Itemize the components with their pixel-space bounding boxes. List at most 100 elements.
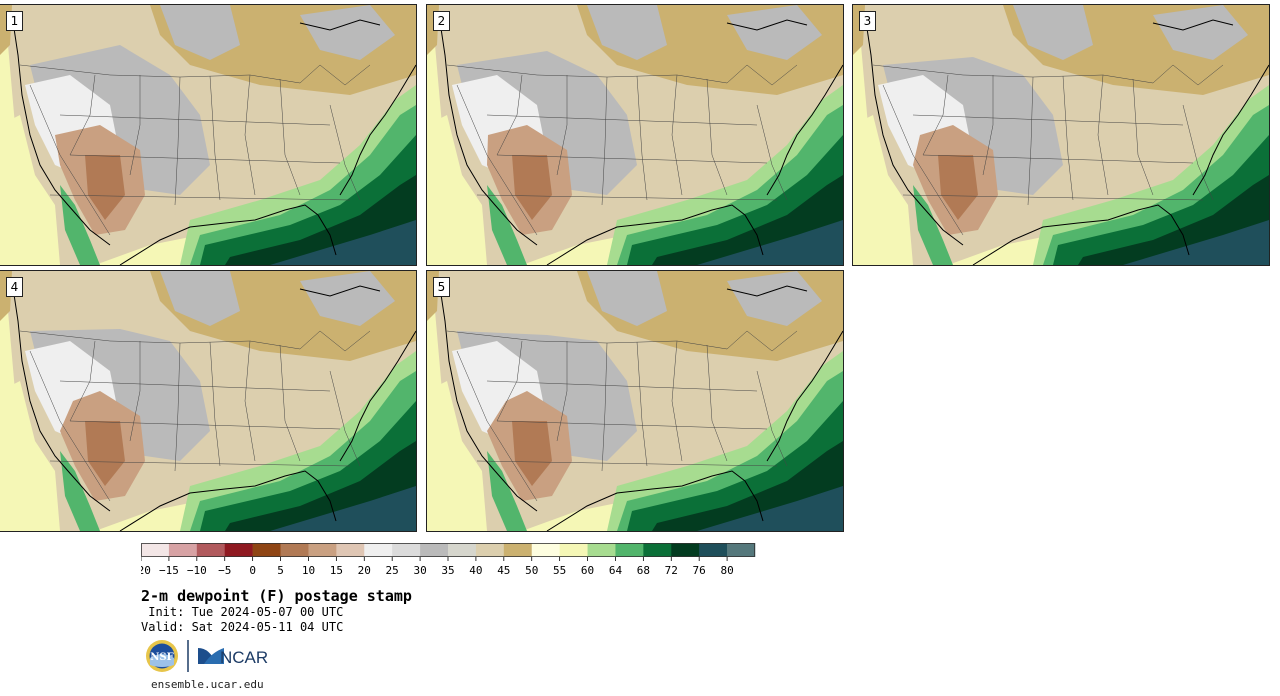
moist-region bbox=[60, 451, 100, 531]
colorbar-swatch bbox=[196, 543, 226, 557]
colorbar-tick-label: 35 bbox=[441, 564, 454, 577]
colorbar-tick-label: 45 bbox=[497, 564, 510, 577]
pacific bbox=[0, 115, 60, 265]
colorbar-swatch bbox=[503, 543, 533, 557]
member-number-label: 1 bbox=[6, 11, 23, 31]
colorbar-tick-label: 0 bbox=[249, 564, 256, 577]
pacific bbox=[0, 381, 60, 531]
colorbar-tick-label: 68 bbox=[637, 564, 650, 577]
state-borders bbox=[19, 330, 371, 502]
colorbar-tick-label: 80 bbox=[720, 564, 733, 577]
coastline bbox=[864, 14, 1269, 265]
coastline bbox=[438, 14, 843, 265]
colorbar-tick-label: −10 bbox=[187, 564, 207, 577]
dry-region bbox=[300, 5, 395, 60]
moist-region bbox=[697, 486, 843, 531]
colorbar-swatch bbox=[643, 543, 672, 557]
colorbar-tick-label: 15 bbox=[330, 564, 343, 577]
ncar-logo: NCAR bbox=[198, 648, 268, 667]
dry-region bbox=[727, 5, 822, 60]
colorbar-swatch bbox=[420, 543, 449, 557]
colorbar-tick-label: 50 bbox=[525, 564, 538, 577]
pacific bbox=[853, 115, 913, 265]
dewpoint-map bbox=[853, 5, 1269, 265]
colorbar-swatch bbox=[280, 543, 309, 557]
website-url: ensemble.ucar.edu bbox=[151, 678, 264, 691]
forecast-map-panel: 1 bbox=[0, 4, 417, 266]
coastline bbox=[438, 280, 843, 531]
colorbar-tick-label: 55 bbox=[553, 564, 566, 577]
colorbar-tick-label: 60 bbox=[581, 564, 594, 577]
colorbar-outline bbox=[141, 543, 755, 557]
colorbar-swatches bbox=[141, 543, 756, 557]
pacific bbox=[427, 381, 487, 531]
dewpoint-map bbox=[0, 271, 416, 531]
colorbar-tick-label: 25 bbox=[386, 564, 399, 577]
member-number-label: 5 bbox=[433, 277, 450, 297]
colorbar-tick-label: −15 bbox=[159, 564, 179, 577]
dewpoint-map bbox=[427, 5, 843, 265]
state-borders bbox=[872, 64, 1224, 236]
very-dry-region bbox=[85, 421, 125, 486]
state-borders bbox=[446, 64, 798, 236]
colorbar-swatch bbox=[224, 543, 253, 557]
dry-region bbox=[587, 5, 667, 60]
nsf-logo-text: NSF bbox=[150, 652, 173, 663]
colorbar-tick-label: −5 bbox=[218, 564, 231, 577]
colorbar-tick-label: −20 bbox=[141, 564, 151, 577]
ncar-logo-text: NCAR bbox=[220, 648, 268, 667]
dry-region bbox=[300, 271, 395, 326]
coastline bbox=[11, 14, 416, 265]
moist-region bbox=[697, 220, 843, 265]
colorbar-tick-label: 10 bbox=[302, 564, 315, 577]
colorbar-swatch bbox=[168, 543, 198, 557]
page-title: 2-m dewpoint (F) postage stamp bbox=[141, 587, 412, 605]
dry-region bbox=[160, 271, 240, 326]
logos: NSF NCAR bbox=[146, 640, 268, 672]
colorbar-swatch bbox=[727, 543, 756, 557]
state-borders bbox=[19, 64, 371, 236]
moist-region bbox=[487, 185, 527, 265]
colorbar-tick-label: 30 bbox=[413, 564, 426, 577]
title-block: 2-m dewpoint (F) postage stamp Init: Tue… bbox=[141, 587, 412, 635]
very-dry-region bbox=[512, 155, 552, 220]
dewpoint-colorbar: −20 −15 −10 −5 0 5 10 15 20 25 30 35 40 45 50 55 60 64 68 7… bbox=[141, 543, 756, 577]
nsf-logo: NSF bbox=[146, 640, 178, 672]
dry-region bbox=[160, 5, 240, 60]
member-number-label: 4 bbox=[6, 277, 23, 297]
moist-region bbox=[270, 486, 416, 531]
colorbar-tick-label: 72 bbox=[665, 564, 678, 577]
coastline bbox=[11, 280, 416, 531]
dry-region bbox=[1153, 5, 1248, 60]
colorbar-swatch bbox=[392, 543, 421, 557]
colorbar-swatch bbox=[559, 543, 588, 557]
dry-region bbox=[727, 271, 822, 326]
colorbar-swatch bbox=[448, 543, 477, 557]
colorbar-swatch bbox=[141, 543, 170, 557]
colorbar-ticks: −20 −15 −10 −5 0 5 10 15 20 25 30 35 40 45 50 55 60 64 68 7… bbox=[141, 557, 734, 577]
dry-region bbox=[1013, 5, 1093, 60]
moist-region bbox=[270, 220, 416, 265]
forecast-map-panel: 4 bbox=[0, 270, 417, 532]
forecast-map-panel: 3 bbox=[852, 4, 1270, 266]
colorbar-swatch bbox=[364, 543, 393, 557]
moist-region bbox=[487, 451, 527, 531]
dewpoint-map bbox=[427, 271, 843, 531]
dry-region bbox=[587, 271, 667, 326]
colorbar-swatch bbox=[308, 543, 337, 557]
very-dry-region bbox=[85, 155, 125, 220]
colorbar-tick-label: 20 bbox=[358, 564, 371, 577]
colorbar-tick-label: 76 bbox=[693, 564, 706, 577]
member-number-label: 2 bbox=[433, 11, 450, 31]
colorbar-swatch bbox=[531, 543, 560, 557]
forecast-map-panel: 5 bbox=[426, 270, 844, 532]
colorbar-swatch bbox=[615, 543, 644, 557]
colorbar-swatch bbox=[475, 543, 505, 557]
member-number-label: 3 bbox=[859, 11, 876, 31]
very-dry-region bbox=[938, 155, 978, 220]
forecast-map-panel: 2 bbox=[426, 4, 844, 266]
colorbar-swatch bbox=[252, 543, 281, 557]
moist-region bbox=[60, 185, 100, 265]
moist-region bbox=[1123, 220, 1269, 265]
colorbar-tick-label: 40 bbox=[469, 564, 482, 577]
